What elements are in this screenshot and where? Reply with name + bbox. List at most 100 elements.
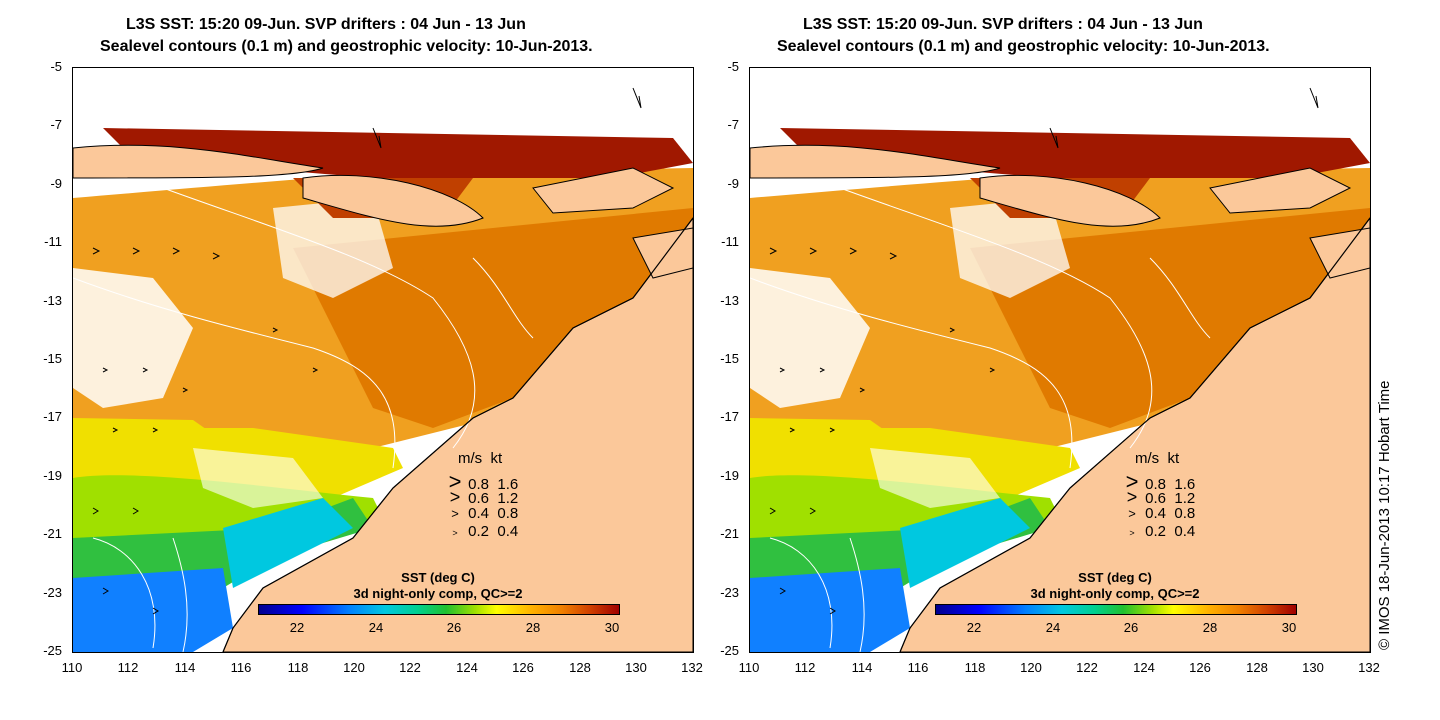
x-tick: 114 [851, 660, 873, 675]
map-title-line2: Sealevel contours (0.1 m) and geostrophi… [777, 38, 1270, 55]
y-tick: -9 [727, 176, 739, 191]
legend-ms: 0.8 [1145, 476, 1167, 493]
velocity-legend-row: > 0.8 1.6 [446, 469, 519, 495]
x-tick: 124 [1133, 660, 1155, 675]
y-tick: -7 [727, 117, 739, 132]
x-tick: 122 [399, 660, 421, 675]
x-tick: 122 [1076, 660, 1098, 675]
y-tick: -5 [727, 59, 739, 74]
legend-arrow-icon: > [1125, 469, 1139, 494]
y-tick: -15 [43, 351, 62, 366]
legend-arrow-icon: > [449, 487, 461, 507]
x-tick: 116 [907, 660, 929, 675]
y-tick: -15 [720, 351, 739, 366]
legend-ms: 0.8 [468, 476, 490, 493]
x-tick: 120 [343, 660, 365, 675]
colorbar-tick: 24 [368, 620, 384, 635]
x-tick: 120 [1020, 660, 1042, 675]
velocity-legend-row: > 0.6 1.2 [446, 487, 519, 508]
x-tick: 128 [569, 660, 591, 675]
legend-ms: 0.4 [1145, 505, 1167, 522]
y-tick: -25 [720, 643, 739, 658]
x-tick: 124 [456, 660, 478, 675]
colorbar-title: SST (deg C) [401, 570, 475, 585]
legend-kt: 1.2 [1174, 490, 1196, 507]
sst-map [749, 67, 1371, 653]
x-tick: 110 [61, 660, 83, 675]
legend-kt: 0.8 [497, 505, 519, 522]
legend-ms: 0.6 [468, 490, 490, 507]
legend-kt: 1.2 [497, 490, 519, 507]
colorbar-title: SST (deg C) [1078, 570, 1152, 585]
sst-map-graphic [750, 68, 1370, 652]
legend-ms: 0.2 [1145, 523, 1167, 540]
legend-ms: 0.6 [1145, 490, 1167, 507]
map-title-line1: L3S SST: 15:20 09-Jun. SVP drifters : 04… [803, 16, 1203, 33]
y-tick: -21 [720, 526, 739, 541]
copyright-text: © IMOS 18-Jun-2013 10:17 Hobart Time [1376, 380, 1393, 650]
y-tick: -19 [43, 468, 62, 483]
x-tick: 130 [1302, 660, 1324, 675]
velocity-legend-row: > 0.2 0.4 [446, 523, 518, 540]
legend-unit-ms: m/s [458, 450, 483, 467]
map-panel-left: L3S SST: 15:20 09-Jun. SVP drifters : 04… [0, 0, 710, 720]
x-tick: 130 [625, 660, 647, 675]
colorbar-tick: 26 [1123, 620, 1139, 635]
velocity-legend-row: > 0.2 0.4 [1123, 523, 1195, 540]
y-tick: -23 [720, 585, 739, 600]
colorbar-tick: 22 [289, 620, 305, 635]
legend-arrow-icon: > [1129, 528, 1135, 538]
x-tick: 118 [287, 660, 309, 675]
colorbar-tick: 28 [525, 620, 541, 635]
velocity-legend-row: > 0.6 1.2 [1123, 487, 1196, 508]
legend-kt: 1.6 [497, 476, 519, 493]
legend-arrow-icon: > [1128, 506, 1136, 521]
colorbar-subtitle: 3d night-only comp, QC>=2 [1030, 586, 1200, 601]
y-tick: -17 [720, 409, 739, 424]
x-tick: 118 [964, 660, 986, 675]
legend-unit-kt: kt [490, 450, 503, 467]
colorbar-tick: 22 [966, 620, 982, 635]
x-tick: 114 [174, 660, 196, 675]
velocity-legend-row: > 0.4 0.8 [446, 505, 518, 522]
colorbar-tick: 26 [446, 620, 462, 635]
y-tick: -11 [721, 234, 739, 249]
y-tick: -19 [720, 468, 739, 483]
x-tick: 126 [1189, 660, 1211, 675]
y-tick: -13 [43, 293, 62, 308]
x-tick: 128 [1246, 660, 1268, 675]
x-tick: 132 [1358, 660, 1380, 675]
map-title-line1: L3S SST: 15:20 09-Jun. SVP drifters : 04… [126, 16, 526, 33]
sst-map [72, 67, 694, 653]
legend-arrow-icon: > [448, 469, 462, 494]
velocity-legend-header: m/s kt [1135, 450, 1179, 467]
legend-arrow-icon: > [451, 506, 459, 521]
y-tick: -25 [43, 643, 62, 658]
map-panel-right: L3S SST: 15:20 09-Jun. SVP drifters : 04… [677, 0, 1387, 720]
y-tick: -13 [720, 293, 739, 308]
legend-kt: 0.4 [1174, 523, 1196, 540]
legend-kt: 0.4 [497, 523, 519, 540]
y-tick: -23 [43, 585, 62, 600]
legend-arrow-icon: > [452, 528, 458, 538]
legend-arrow-icon: > [1126, 487, 1138, 507]
y-tick: -21 [43, 526, 62, 541]
x-tick: 112 [117, 660, 139, 675]
y-tick: -5 [50, 59, 62, 74]
x-tick: 126 [512, 660, 534, 675]
x-tick: 110 [738, 660, 760, 675]
legend-unit-kt: kt [1167, 450, 1180, 467]
legend-kt: 1.6 [1174, 476, 1196, 493]
colorbar-tick: 30 [604, 620, 620, 635]
x-tick: 116 [230, 660, 252, 675]
legend-kt: 0.8 [1174, 505, 1196, 522]
sst-map-graphic [73, 68, 693, 652]
x-tick: 132 [681, 660, 703, 675]
legend-ms: 0.4 [468, 505, 490, 522]
y-tick: -7 [50, 117, 62, 132]
colorbar-tick: 28 [1202, 620, 1218, 635]
y-tick: -11 [44, 234, 62, 249]
velocity-legend-row: > 0.8 1.6 [1123, 469, 1196, 495]
sst-colorbar [935, 604, 1297, 615]
velocity-legend-row: > 0.4 0.8 [1123, 505, 1195, 522]
